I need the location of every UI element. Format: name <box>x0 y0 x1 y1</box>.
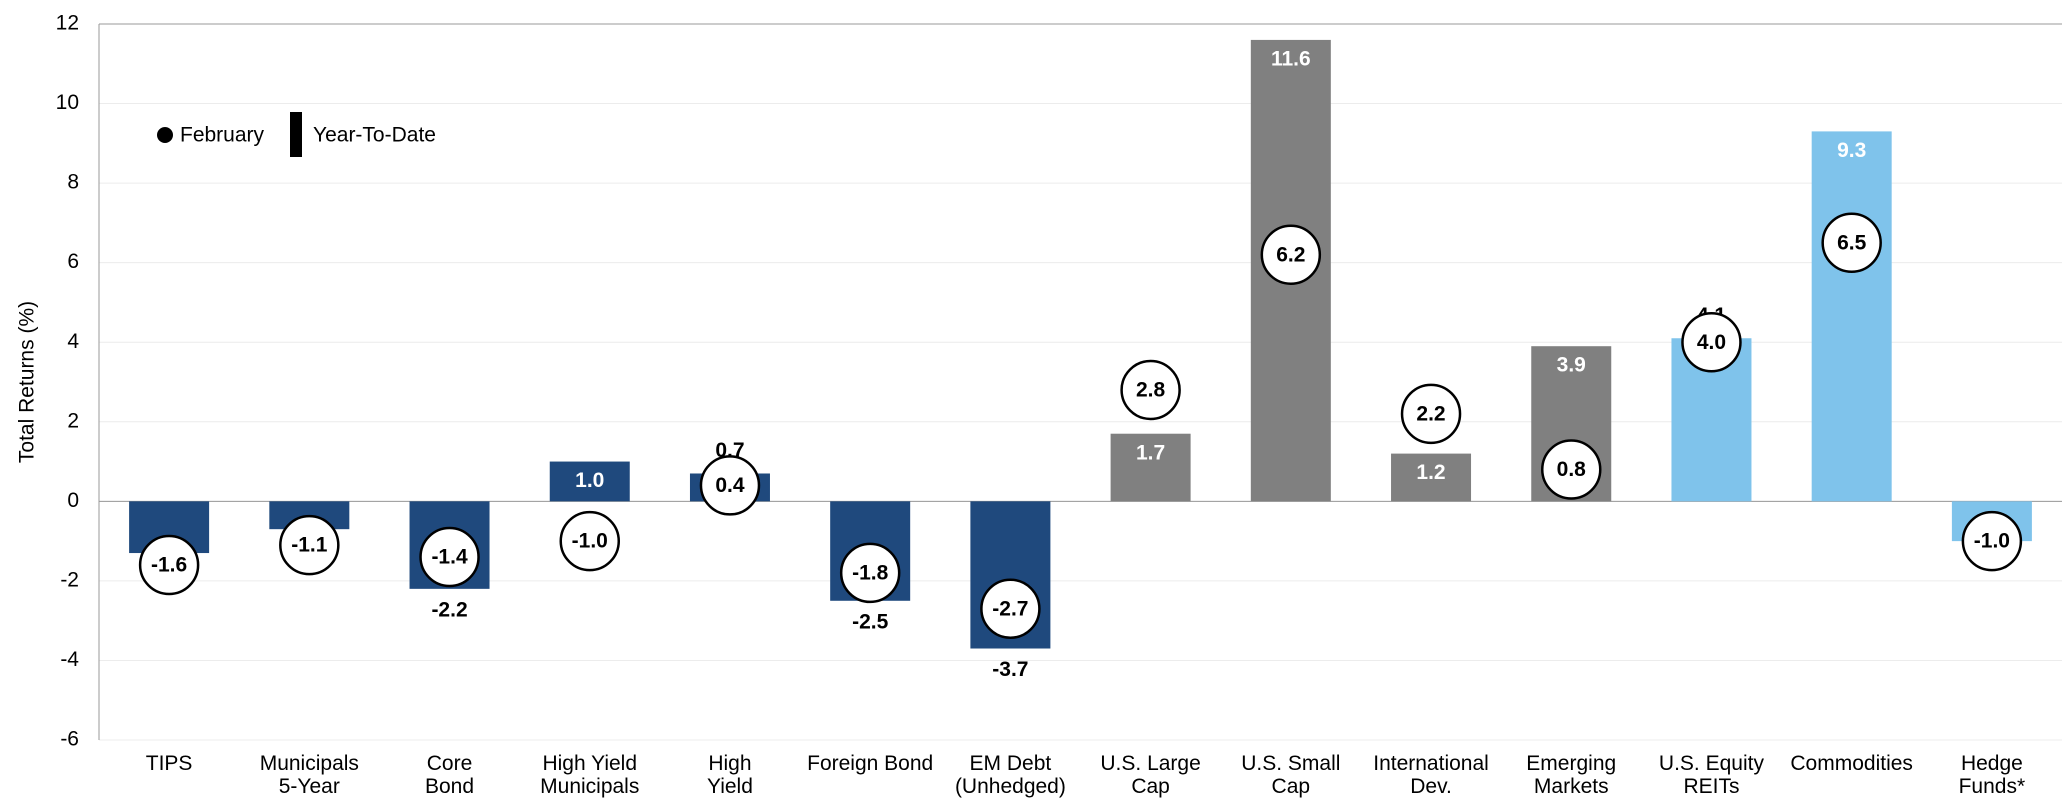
february-marker <box>839 542 901 604</box>
february-marker <box>1821 212 1882 274</box>
bar-value-label: 1.0 <box>575 469 604 492</box>
february-value-label: -1.6 <box>151 554 187 577</box>
legend-label: February <box>180 124 265 147</box>
bar <box>1110 433 1191 502</box>
february-value-label: 6.5 <box>1837 231 1867 254</box>
bar-value-label: 1.2 <box>1416 461 1445 484</box>
x-tick-label: Core Bond <box>425 752 475 798</box>
x-tick-label: TIPS <box>145 752 193 775</box>
x-tick-label: U.S. Large Cap <box>1100 752 1201 798</box>
x-tick-label: High Yield <box>706 752 753 798</box>
february-value-label: 2.2 <box>1416 402 1445 425</box>
y-tick-label: -4 <box>60 648 79 671</box>
x-tick-label: High Yield Municipals <box>540 752 640 798</box>
y-tick-label: 4 <box>67 330 79 353</box>
x-tick-label: Commodities <box>1790 752 1913 775</box>
february-marker <box>1260 224 1322 285</box>
legend-marker <box>157 127 173 143</box>
x-tick-label: International Dev. <box>1373 752 1489 798</box>
bar-value-label: 1.7 <box>1136 441 1165 464</box>
february-marker <box>699 455 761 516</box>
february-value-label: 0.8 <box>1557 458 1587 481</box>
legend-marker <box>290 112 302 157</box>
x-tick-label: Municipals 5-Year <box>259 752 359 798</box>
bar-value-label: 9.3 <box>1837 139 1866 162</box>
bar-value-label: -2.2 <box>431 598 467 621</box>
x-tick-label: Foreign Bond <box>807 752 934 775</box>
february-value-label: -1.8 <box>852 561 889 584</box>
february-marker <box>138 534 200 596</box>
february-value-label: -1.1 <box>291 534 328 557</box>
february-value-label: -1.0 <box>572 530 608 553</box>
x-tick-label: Hedge Funds* <box>1958 752 2026 798</box>
february-value-label: -1.0 <box>1974 530 2010 553</box>
february-value-label: 6.2 <box>1276 243 1305 266</box>
february-value-label: 0.4 <box>715 474 745 497</box>
x-tick-label: EM Debt (Unhedged) <box>954 752 1066 798</box>
bar <box>1391 453 1472 502</box>
february-value-label: -1.4 <box>431 546 468 569</box>
y-axis-label: Total Returns (%) <box>16 301 39 463</box>
y-tick-label: 10 <box>56 91 79 114</box>
x-tick-label: U.S. Equity REITs <box>1658 752 1764 798</box>
february-marker <box>980 578 1041 639</box>
y-tick-label: -2 <box>60 568 79 591</box>
february-marker <box>1961 510 2023 572</box>
bar-value-label: 11.6 <box>1271 47 1311 70</box>
february-value-label: 2.8 <box>1136 379 1166 402</box>
february-marker <box>1681 311 1742 373</box>
february-marker <box>559 510 620 572</box>
bar-value-label: 3.9 <box>1557 354 1586 377</box>
y-tick-label: 0 <box>67 489 79 512</box>
y-tick-label: 2 <box>67 409 79 432</box>
february-marker <box>419 526 480 588</box>
february-marker <box>279 514 340 576</box>
february-value-label: 4.0 <box>1697 331 1726 354</box>
february-marker <box>1120 359 1181 421</box>
y-tick-label: -6 <box>60 728 79 751</box>
bar-value-label: -2.5 <box>852 610 889 633</box>
bar-value-label: -3.7 <box>992 658 1028 681</box>
bar <box>549 461 630 502</box>
x-tick-label: Emerging Markets <box>1526 752 1617 798</box>
february-marker <box>1541 439 1602 500</box>
y-tick-label: 12 <box>56 12 79 35</box>
legend-label: Year-To-Date <box>313 124 436 147</box>
bar <box>1811 131 1892 502</box>
february-value-label: -2.7 <box>992 597 1028 620</box>
y-tick-label: 6 <box>67 250 79 273</box>
y-tick-label: 8 <box>67 171 79 194</box>
x-tick-label: U.S. Small Cap <box>1241 752 1341 798</box>
february-marker <box>1400 383 1462 445</box>
